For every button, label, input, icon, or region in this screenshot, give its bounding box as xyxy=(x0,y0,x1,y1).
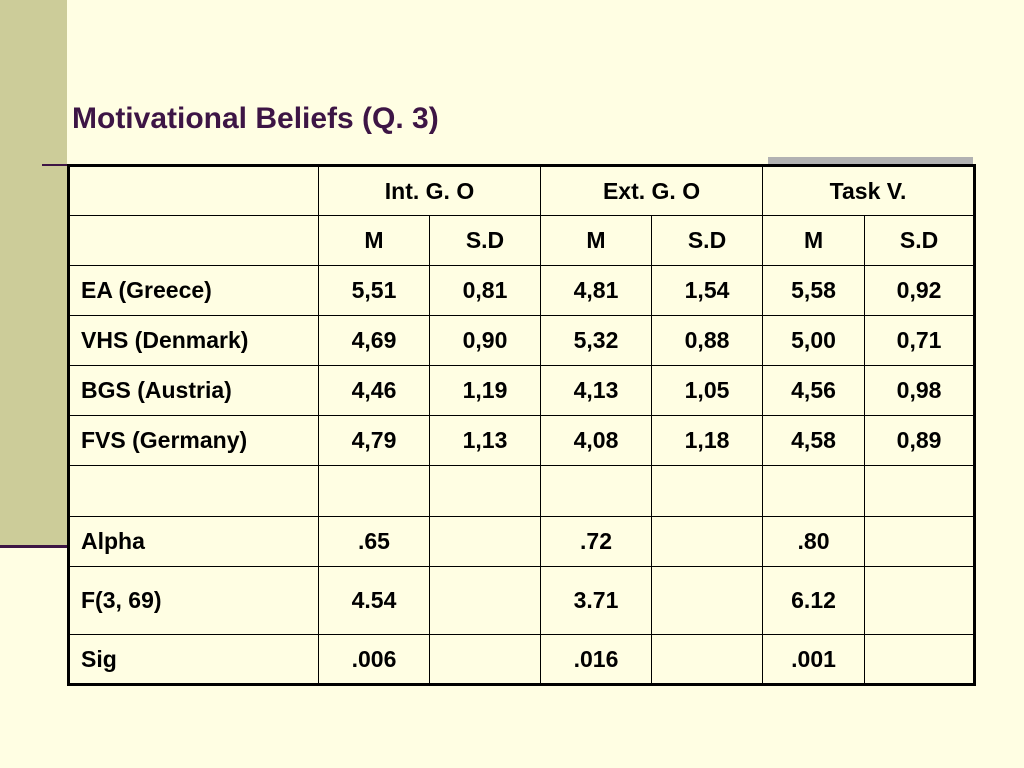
row-label: F(3, 69) xyxy=(68,566,319,635)
stats-row-f: F(3, 69) 4.54 3.71 6.12 xyxy=(68,566,976,635)
empty-cell xyxy=(651,516,764,567)
stat-cell: 4.54 xyxy=(318,566,430,635)
table-cell: 4,69 xyxy=(318,315,430,366)
empty-cell xyxy=(428,465,542,517)
empty-cell xyxy=(318,465,430,517)
header-row-stats: M S.D M S.D M S.D xyxy=(68,215,976,266)
table-cell: 0,89 xyxy=(864,415,976,466)
empty-cell xyxy=(762,465,866,517)
empty-cell xyxy=(651,465,764,517)
data-table: Int. G. O Ext. G. O Task V. M S.D M S.D … xyxy=(67,164,977,686)
stat-cell: .80 xyxy=(762,516,866,567)
table-cell: 1,54 xyxy=(651,265,764,316)
empty-cell xyxy=(864,465,976,517)
table-row: VHS (Denmark) 4,69 0,90 5,32 0,88 5,00 0… xyxy=(68,315,976,366)
stat-cell: .016 xyxy=(540,634,653,685)
row-label: EA (Greece) xyxy=(68,265,319,316)
empty-cell xyxy=(428,634,542,685)
stat-cell: .006 xyxy=(318,634,430,685)
table-row: EA (Greece) 5,51 0,81 4,81 1,54 5,58 0,9… xyxy=(68,265,976,316)
table-cell: 1,19 xyxy=(428,365,542,416)
side-accent-bar xyxy=(0,0,67,548)
stats-row-alpha: Alpha .65 .72 .80 xyxy=(68,516,976,567)
stat-cell: .001 xyxy=(762,634,866,685)
table-cell: 1,13 xyxy=(428,415,542,466)
table-cell: 4,46 xyxy=(318,365,430,416)
empty-cell xyxy=(428,516,542,567)
header-task-v: Task V. xyxy=(762,165,976,216)
empty-cell xyxy=(651,566,764,635)
row-label: BGS (Austria) xyxy=(68,365,319,416)
table-cell: 0,81 xyxy=(428,265,542,316)
row-label: Alpha xyxy=(68,516,319,567)
empty-row xyxy=(68,465,976,517)
stat-cell: .72 xyxy=(540,516,653,567)
table-cell: 1,05 xyxy=(651,365,764,416)
stats-row-sig: Sig .006 .016 .001 xyxy=(68,634,976,685)
table-row: BGS (Austria) 4,46 1,19 4,13 1,05 4,56 0… xyxy=(68,365,976,416)
subheader-cell: M xyxy=(762,215,866,266)
header-corner-cell xyxy=(68,165,319,216)
empty-cell xyxy=(68,465,319,517)
table-cell: 5,58 xyxy=(762,265,866,316)
subheader-cell: S.D xyxy=(428,215,542,266)
subheader-cell: M xyxy=(540,215,653,266)
table-cell: 0,88 xyxy=(651,315,764,366)
table-cell: 4,08 xyxy=(540,415,653,466)
table-cell: 5,32 xyxy=(540,315,653,366)
table-cell: 4,79 xyxy=(318,415,430,466)
table-cell: 0,98 xyxy=(864,365,976,416)
table-cell: 1,18 xyxy=(651,415,764,466)
row-label: FVS (Germany) xyxy=(68,415,319,466)
table-cell: 0,71 xyxy=(864,315,976,366)
row-label: Sig xyxy=(68,634,319,685)
row-label: VHS (Denmark) xyxy=(68,315,319,366)
gray-accent-bar xyxy=(768,157,973,164)
table-cell: 4,81 xyxy=(540,265,653,316)
stat-cell: 3.71 xyxy=(540,566,653,635)
empty-cell xyxy=(540,465,653,517)
subheader-cell: S.D xyxy=(864,215,976,266)
table-cell: 4,13 xyxy=(540,365,653,416)
accent-rule-top xyxy=(42,164,67,166)
empty-cell xyxy=(864,634,976,685)
slide-title: Motivational Beliefs (Q. 3) xyxy=(72,102,439,135)
stat-cell: 6.12 xyxy=(762,566,866,635)
table-row: FVS (Germany) 4,79 1,13 4,08 1,18 4,58 0… xyxy=(68,415,976,466)
table-cell: 4,56 xyxy=(762,365,866,416)
subheader-cell: S.D xyxy=(651,215,764,266)
empty-cell xyxy=(651,634,764,685)
header-ext-g-o: Ext. G. O xyxy=(540,165,764,216)
header-corner-cell xyxy=(68,215,319,266)
stat-cell: .65 xyxy=(318,516,430,567)
table-cell: 5,51 xyxy=(318,265,430,316)
empty-cell xyxy=(428,566,542,635)
table-cell: 0,92 xyxy=(864,265,976,316)
empty-cell xyxy=(864,566,976,635)
table-cell: 5,00 xyxy=(762,315,866,366)
subheader-cell: M xyxy=(318,215,430,266)
header-row-groups: Int. G. O Ext. G. O Task V. xyxy=(68,165,976,216)
accent-rule-bottom xyxy=(0,545,67,548)
table-cell: 4,58 xyxy=(762,415,866,466)
table-cell: 0,90 xyxy=(428,315,542,366)
empty-cell xyxy=(864,516,976,567)
header-int-g-o: Int. G. O xyxy=(317,165,542,216)
